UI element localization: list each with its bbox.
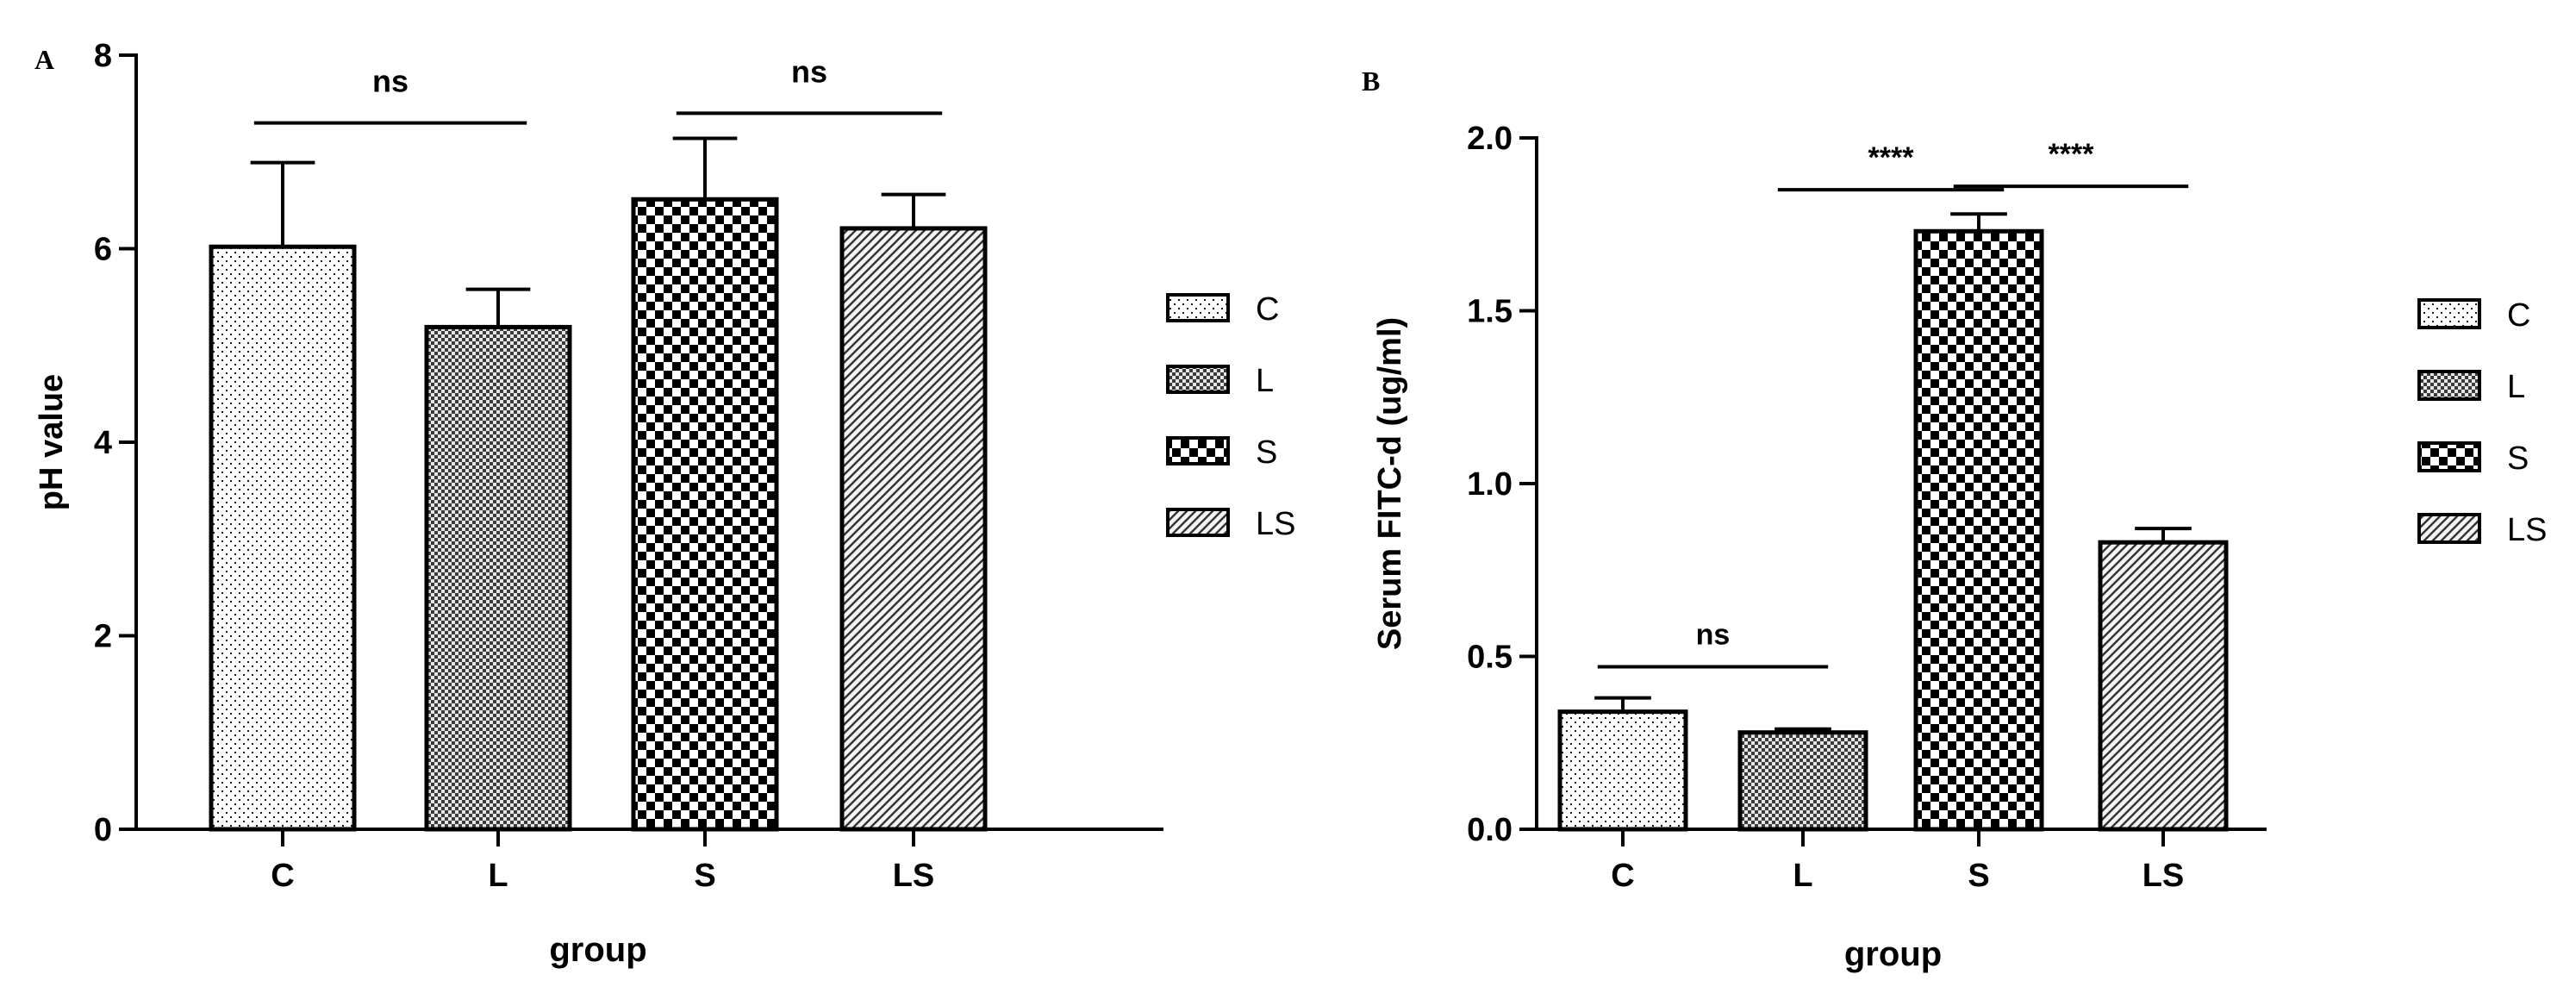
bar-l — [1737, 730, 1868, 832]
y-tick-label: 1.0 — [1467, 466, 1513, 503]
legend-label-ls: LS — [1256, 506, 1295, 542]
bar-ls — [2098, 540, 2229, 832]
bar-c — [1557, 709, 1688, 832]
panel-a-letter: A — [34, 44, 54, 75]
x-tick-label: S — [1968, 858, 1989, 894]
x-tick-label: LS — [2143, 858, 2185, 894]
y-tick-label: 0.5 — [1467, 640, 1513, 676]
significance-label: **** — [1868, 141, 1915, 174]
y-axis-label: Serum FITC-d (ug/ml) — [1372, 317, 1408, 650]
y-tick-label: 0 — [94, 812, 112, 848]
legend-label-s: S — [1256, 434, 1277, 471]
bar-c — [209, 244, 357, 832]
legend-swatch-c — [2417, 298, 2481, 329]
legend-label-ls: LS — [2507, 512, 2547, 548]
legend-swatch-ls — [2417, 513, 2481, 544]
bar-l — [424, 324, 572, 832]
significance-label: **** — [2049, 138, 2095, 171]
significance-label: ns — [791, 53, 827, 89]
legend-label-l: L — [2507, 369, 2525, 405]
legend-label-s: S — [2507, 440, 2529, 477]
x-axis-label: group — [549, 931, 646, 969]
y-axis-label: pH value — [34, 374, 70, 510]
y-tick-label: 0.0 — [1467, 812, 1513, 848]
y-tick-label: 8 — [94, 38, 112, 74]
panel-b-letter: B — [1362, 66, 1380, 97]
y-tick-label: 4 — [94, 425, 112, 461]
legend-label-c: C — [2507, 297, 2530, 334]
legend-swatch-l — [2417, 370, 2481, 401]
legend-swatch-s — [1166, 436, 1230, 465]
y-tick-label: 2.0 — [1467, 121, 1513, 157]
legend-label-c: C — [1256, 291, 1279, 328]
y-tick-label: 6 — [94, 232, 112, 268]
legend-swatch-c — [1166, 293, 1230, 322]
x-tick-label: C — [271, 858, 294, 894]
legend-label-l: L — [1256, 363, 1274, 399]
legend-swatch-l — [1166, 365, 1230, 394]
y-tick-label: 1.5 — [1467, 294, 1513, 330]
x-tick-label: L — [1793, 858, 1812, 894]
x-tick-label: S — [694, 858, 715, 894]
bar-ls — [839, 226, 988, 832]
x-tick-label: L — [488, 858, 508, 894]
y-tick-label: 2 — [94, 619, 112, 655]
significance-label: ns — [1696, 619, 1731, 652]
x-tick-label: LS — [893, 858, 935, 894]
x-tick-label: C — [1611, 858, 1634, 894]
x-axis-label: group — [1844, 935, 1942, 973]
bar-s — [631, 197, 779, 832]
significance-label: ns — [372, 64, 409, 99]
legend-swatch-s — [2417, 441, 2481, 472]
legend-swatch-ls — [1166, 508, 1230, 537]
bar-s — [1913, 228, 2044, 832]
